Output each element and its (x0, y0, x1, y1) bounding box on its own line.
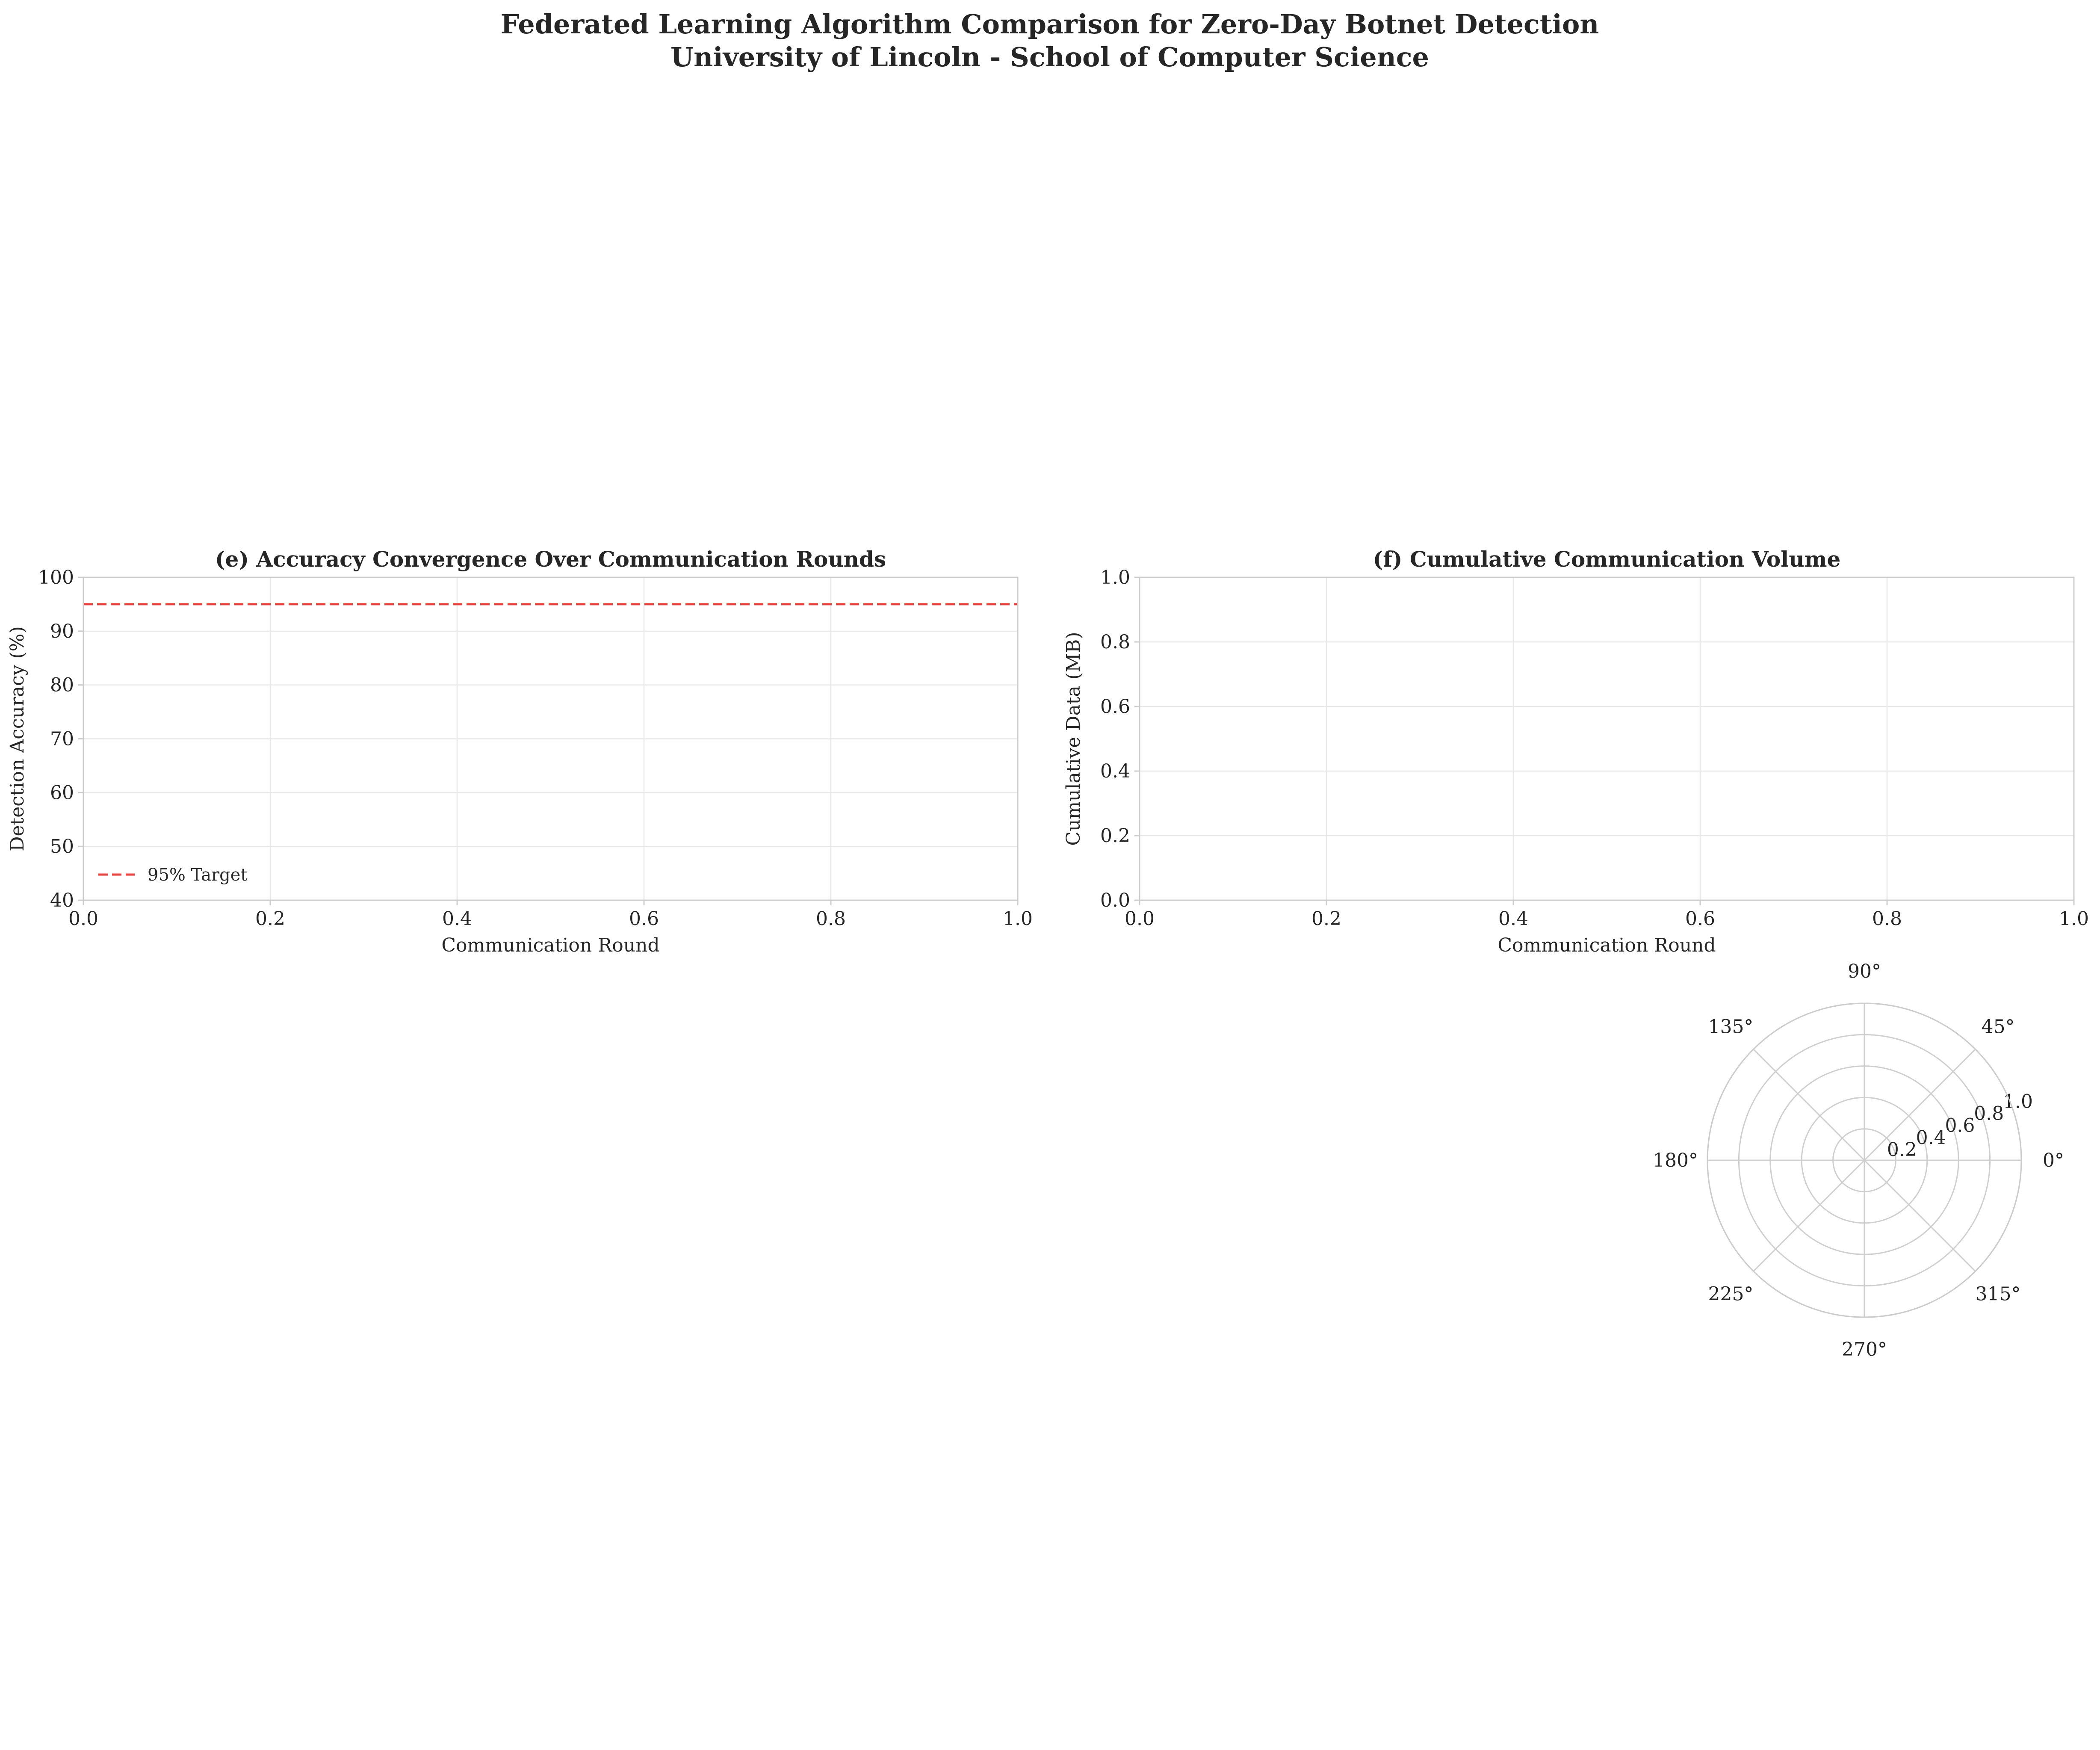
e-y-tick-label: 60 (50, 782, 74, 804)
polar-angle-label: 180° (1653, 1150, 1698, 1171)
panel-e-x-axis-label: Communication Round (441, 934, 659, 956)
polar-radius-label: 0.4 (1916, 1127, 1946, 1149)
f-y-tick-label: 0.2 (1100, 825, 1130, 847)
panel-f-ticks: 0.0 0.2 0.4 0.6 0.8 1.0 0.0 0.2 0.4 0.6 0.8 1.0 (1100, 567, 2089, 930)
polar-angle-label: 45° (1982, 1016, 2015, 1038)
polar-angle-label: 135° (1708, 1016, 1753, 1038)
f-x-tick-label: 0.8 (1872, 908, 1902, 930)
e-x-tick-label: 0.2 (255, 908, 285, 930)
f-x-tick-label: 1.0 (2059, 908, 2089, 930)
polar-angular-gridline (1864, 1049, 1976, 1161)
panel-e-accuracy-convergence: 0.0 0.2 0.4 0.6 0.8 1.0 40 50 60 70 80 90 100 (e) Ac… (6, 547, 1033, 956)
panel-e-title: (e) Accuracy Convergence Over Communicat… (215, 547, 886, 572)
figure-title-line1: Federated Learning Algorithm Comparison … (501, 9, 1599, 40)
f-x-tick-label: 0.4 (1498, 908, 1528, 930)
panel-e-y-axis-label: Detection Accuracy (%) (6, 626, 28, 851)
polar-angle-label: 270° (1842, 1339, 1887, 1360)
panel-f-frame (1139, 576, 2075, 901)
e-x-tick-label: 0.4 (442, 908, 472, 930)
e-y-tick-label: 90 (50, 621, 74, 642)
panel-e-legend: 95% Target (98, 865, 248, 885)
polar-angle-label: 0° (2043, 1150, 2064, 1171)
panel-f-cumulative-communication: 0.0 0.2 0.4 0.6 0.8 1.0 0.0 0.2 0.4 0.6 0.8 1.0 (f)… (1063, 547, 2089, 956)
panel-e-ticks: 0.0 0.2 0.4 0.6 0.8 1.0 40 50 60 70 80 90 100 (38, 567, 1033, 930)
f-x-tick-label: 0.2 (1311, 908, 1341, 930)
f-y-tick-label: 1.0 (1100, 567, 1130, 588)
e-y-tick-label: 40 (50, 890, 74, 911)
e-x-tick-label: 0.0 (68, 908, 98, 930)
panel-f-y-axis-label: Cumulative Data (MB) (1063, 632, 1084, 845)
f-y-tick-label: 0.4 (1100, 760, 1130, 782)
polar-angle-label: 315° (1976, 1283, 2021, 1305)
f-y-tick-label: 0.6 (1100, 696, 1130, 718)
panel-polar: 0° 45° 90° 135° 180° 225° 270° 315° 0.20.40.60.8… (1653, 961, 2064, 1360)
panel-f-x-axis-label: Communication Round (1497, 934, 1716, 956)
e-y-tick-label: 100 (38, 567, 74, 588)
e-x-tick-label: 0.8 (816, 908, 846, 930)
e-y-tick-label: 70 (50, 728, 74, 750)
e-x-tick-label: 0.6 (629, 908, 659, 930)
polar-angular-gridline (1753, 1159, 1865, 1272)
polar-radius-label: 0.6 (1945, 1115, 1975, 1137)
polar-angular-gridline (1753, 1049, 1865, 1161)
f-y-tick-label: 0.0 (1100, 890, 1130, 911)
f-x-tick-label: 0.6 (1685, 908, 1715, 930)
polar-radius-label: 0.2 (1887, 1139, 1917, 1161)
f-x-tick-label: 0.0 (1125, 908, 1155, 930)
e-y-tick-label: 50 (50, 836, 74, 857)
f-y-tick-label: 0.8 (1100, 631, 1130, 653)
polar-angle-label: 225° (1708, 1283, 1753, 1305)
polar-angle-label: 90° (1848, 961, 1881, 982)
panel-f-title: (f) Cumulative Communication Volume (1373, 547, 1841, 572)
figure-title-line2: University of Lincoln - School of Comput… (670, 41, 1429, 73)
panel-e-legend-label: 95% Target (148, 865, 248, 885)
polar-angular-gridline (1864, 1159, 1976, 1272)
polar-frame (1707, 1002, 2022, 1318)
e-y-tick-label: 80 (50, 674, 74, 696)
e-x-tick-label: 1.0 (1003, 908, 1033, 930)
polar-radius-label: 1.0 (2003, 1091, 2033, 1113)
polar-radius-label: 0.8 (1974, 1103, 2004, 1125)
